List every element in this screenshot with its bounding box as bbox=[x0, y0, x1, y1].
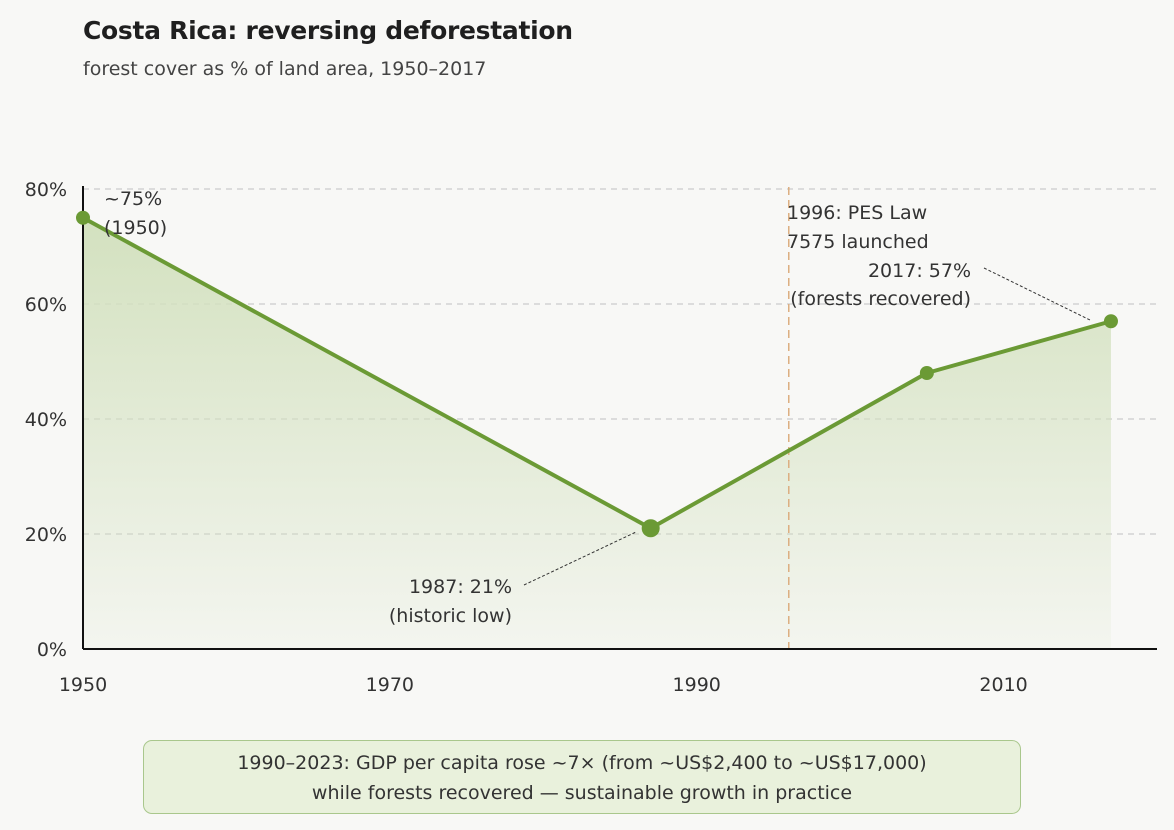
data-point bbox=[1103, 314, 1118, 329]
event-label-line-1: 1996: PES Law bbox=[787, 202, 927, 224]
callout-line-1: 1990–2023: GDP per capita rose ~7× (from… bbox=[237, 752, 927, 774]
callout-line-2: while forests recovered — sustainable gr… bbox=[311, 782, 853, 804]
series-line bbox=[82, 215, 1112, 531]
annotation-1950-value: ~75% bbox=[104, 188, 162, 210]
annotation-1950-year: (1950) bbox=[104, 217, 167, 239]
event-label-line-2: 7575 launched bbox=[787, 231, 929, 253]
chart-subtitle: forest cover as % of land area, 1950–201… bbox=[83, 58, 487, 80]
x-tick-label: 1970 bbox=[366, 674, 414, 696]
y-tick-label: 60% bbox=[25, 294, 67, 316]
y-tick-label: 80% bbox=[25, 179, 67, 201]
annotation-1987-value: 1987: 21% bbox=[409, 576, 512, 598]
annotation-2017-value: 2017: 57% bbox=[868, 260, 971, 282]
gdp-callout-box: 1990–2023: GDP per capita rose ~7× (from… bbox=[143, 740, 1021, 814]
chart-title: Costa Rica: reversing deforestation bbox=[83, 16, 573, 45]
data-point bbox=[76, 210, 90, 225]
y-tick-label: 40% bbox=[25, 409, 67, 431]
annotation-2017-note: (forests recovered) bbox=[790, 288, 971, 310]
y-tick-label: 20% bbox=[25, 524, 67, 546]
area-fill bbox=[83, 217, 1111, 649]
x-tick-label: 2010 bbox=[979, 674, 1027, 696]
leader-line-2017 bbox=[983, 267, 1091, 321]
y-tick-label: 0% bbox=[37, 639, 67, 661]
leader-line-1987 bbox=[523, 531, 637, 586]
data-point bbox=[919, 366, 934, 380]
annotation-1987-note: (historic low) bbox=[389, 605, 512, 627]
x-tick-label: 1990 bbox=[673, 674, 721, 696]
data-point bbox=[641, 519, 660, 538]
x-tick-label: 1950 bbox=[59, 674, 107, 696]
